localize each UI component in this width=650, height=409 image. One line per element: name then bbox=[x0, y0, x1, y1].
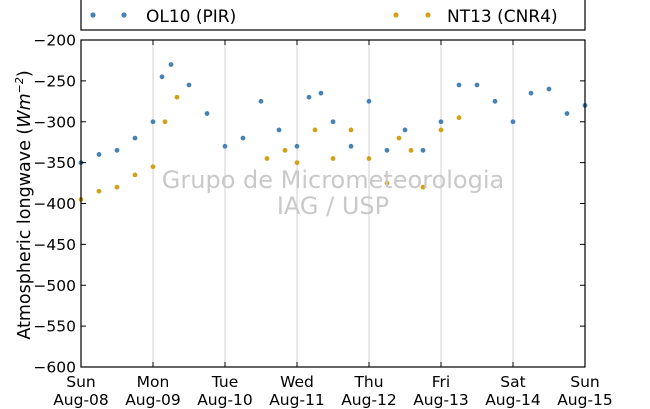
data-point bbox=[96, 152, 102, 157]
y-tick-label: −200 bbox=[33, 32, 76, 50]
data-point bbox=[396, 135, 402, 141]
x-tick-date: Aug-10 bbox=[197, 391, 253, 409]
x-tick-day: Fri bbox=[432, 373, 450, 391]
data-point bbox=[264, 156, 270, 161]
data-point bbox=[258, 98, 264, 104]
y-tick-label: −300 bbox=[33, 113, 76, 131]
x-tick-date: Aug-15 bbox=[557, 391, 613, 409]
legend-marker-nt13 bbox=[393, 12, 431, 18]
legend-dot bbox=[425, 12, 431, 18]
y-tick-label: −450 bbox=[33, 236, 76, 254]
y-tick-label: −550 bbox=[33, 318, 76, 336]
data-point bbox=[546, 86, 552, 92]
data-point bbox=[282, 147, 288, 153]
data-point bbox=[96, 188, 102, 194]
x-tick-day: Tue bbox=[211, 373, 238, 391]
data-point bbox=[114, 184, 120, 190]
legend-frame bbox=[80, 0, 586, 31]
data-point bbox=[510, 119, 516, 125]
x-tick-date: Aug-09 bbox=[125, 391, 181, 409]
watermark: Grupo de Micrometeorologia IAG / USP bbox=[162, 166, 504, 220]
data-point bbox=[132, 135, 138, 141]
legend-dot bbox=[90, 12, 96, 18]
watermark-line2: IAG / USP bbox=[277, 192, 389, 220]
data-point bbox=[240, 135, 246, 141]
data-point bbox=[330, 119, 336, 125]
x-tick-day: Mon bbox=[137, 373, 170, 391]
x-tick-day: Sun bbox=[66, 373, 96, 391]
data-point bbox=[162, 119, 168, 125]
data-point bbox=[384, 147, 390, 153]
data-point bbox=[114, 147, 120, 153]
data-point bbox=[132, 172, 138, 178]
data-point bbox=[312, 127, 318, 133]
data-point bbox=[456, 82, 462, 88]
data-point bbox=[402, 127, 408, 133]
grid bbox=[152, 40, 514, 367]
legend-label-nt13: NT13 (CNR4) bbox=[447, 7, 558, 27]
data-point bbox=[366, 156, 372, 161]
x-tick-date: Aug-14 bbox=[485, 391, 541, 409]
watermark-line1: Grupo de Micrometeorologia bbox=[162, 166, 504, 194]
data-point bbox=[306, 94, 312, 100]
data-point bbox=[492, 98, 498, 104]
x-tick-day: Sun bbox=[570, 373, 600, 391]
legend: OL10 (PIR) NT13 (CNR4) bbox=[80, 0, 586, 31]
data-point bbox=[348, 127, 354, 133]
y-axis-label-unit: Wm bbox=[15, 93, 35, 127]
series-layer bbox=[78, 62, 588, 202]
data-point bbox=[438, 127, 444, 133]
y-tick-label: −500 bbox=[33, 277, 76, 295]
data-point bbox=[276, 127, 282, 133]
data-point bbox=[294, 160, 300, 166]
data-point bbox=[366, 98, 372, 104]
data-point bbox=[330, 156, 336, 161]
legend-dot bbox=[121, 12, 127, 18]
x-tick-date: Aug-08 bbox=[53, 391, 109, 409]
legend-label-ol10: OL10 (PIR) bbox=[146, 7, 236, 27]
y-axis-label: Atmospheric longwave (Wm−2) bbox=[13, 70, 35, 339]
data-point bbox=[150, 164, 156, 170]
data-point bbox=[384, 180, 390, 186]
data-point bbox=[222, 143, 228, 149]
series-ol10 bbox=[78, 62, 588, 166]
data-point bbox=[318, 90, 324, 96]
y-tick-label: −350 bbox=[33, 154, 76, 172]
y-tick-label: −250 bbox=[33, 72, 76, 90]
legend-marker-ol10 bbox=[90, 12, 127, 18]
legend-dot bbox=[393, 12, 399, 18]
data-point bbox=[564, 111, 570, 116]
data-point bbox=[204, 111, 210, 116]
series-nt13 bbox=[78, 94, 462, 202]
y-axis-label-exp: −2 bbox=[13, 77, 26, 93]
data-point bbox=[456, 115, 462, 121]
data-point bbox=[294, 143, 300, 149]
data-point bbox=[159, 74, 165, 80]
data-point bbox=[420, 184, 426, 190]
data-point bbox=[474, 82, 480, 88]
data-point bbox=[186, 82, 192, 88]
x-tick-day: Thu bbox=[353, 373, 383, 391]
y-axis-label-prefix: Atmospheric longwave ( bbox=[15, 128, 35, 340]
axes: SunAug-08MonAug-09TueAug-10WedAug-11ThuA… bbox=[33, 32, 612, 409]
data-point bbox=[150, 119, 156, 125]
data-point bbox=[438, 119, 444, 125]
data-point bbox=[168, 62, 174, 67]
x-tick-date: Aug-12 bbox=[341, 391, 397, 409]
data-point bbox=[408, 147, 414, 153]
x-tick-date: Aug-11 bbox=[269, 391, 325, 409]
y-axis-label-suffix: ) bbox=[15, 70, 35, 77]
data-point bbox=[528, 90, 534, 96]
data-point bbox=[174, 94, 180, 100]
data-point bbox=[348, 143, 354, 149]
x-tick-day: Sat bbox=[500, 373, 525, 391]
x-tick-date: Aug-13 bbox=[413, 391, 469, 409]
y-tick-label: −400 bbox=[33, 195, 76, 213]
y-tick-label: −600 bbox=[33, 359, 76, 377]
x-tick-day: Wed bbox=[280, 373, 314, 391]
data-point bbox=[420, 147, 426, 153]
